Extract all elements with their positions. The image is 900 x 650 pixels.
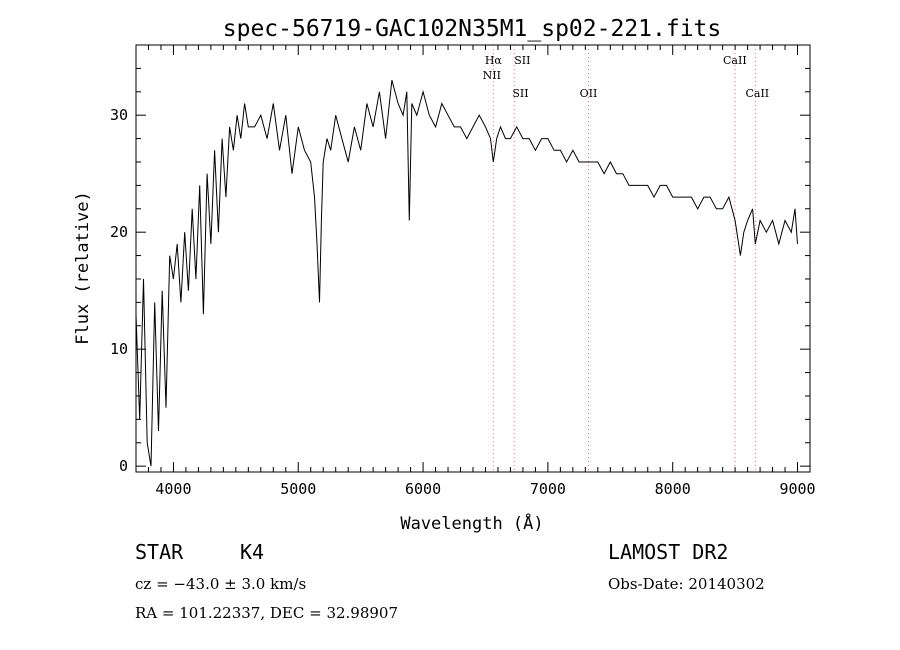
spectral-line-label: NII (483, 69, 501, 82)
x-axis-label: Wavelength (Å) (400, 512, 543, 534)
spectral-line-label: SII (512, 87, 528, 100)
x-tick-label: 8000 (655, 480, 691, 498)
x-tick-label: 5000 (280, 480, 316, 498)
spectrum-line (135, 79, 798, 467)
spectral-line-label: Hα (485, 54, 503, 67)
spectral-line-label: CaII (723, 54, 747, 67)
chart-title: spec-56719-GAC102N35M1_sp02-221.fits (223, 16, 722, 42)
x-tick-label: 7000 (530, 480, 566, 498)
survey-name: LAMOST DR2 (608, 540, 729, 564)
plot-frame (135, 44, 811, 473)
y-tick-label: 10 (110, 340, 128, 358)
y-axis-label: Flux (relative) (73, 191, 93, 345)
y-tick-label: 0 (119, 457, 128, 475)
observation-date: Obs-Date: 20140302 (608, 575, 765, 593)
spectral-line-markers (492, 45, 756, 472)
x-tick-label: 4000 (155, 480, 191, 498)
x-tick-label: 9000 (779, 480, 815, 498)
coordinates: RA = 101.22337, DEC = 32.98907 (135, 604, 399, 622)
x-tick-label: 6000 (405, 480, 441, 498)
spectral-line-label: OII (580, 87, 598, 100)
axis-ticks: 4000 5000 6000 7000 8000 9000 0 10 20 30 (110, 45, 816, 498)
object-class: STAR (135, 540, 184, 564)
spectral-line-label: CaII (745, 87, 769, 100)
spectral-line-labels: Hα NII SII SII OII CaII CaII (483, 54, 769, 100)
y-tick-label: 20 (110, 223, 128, 241)
redshift-velocity: cz = −43.0 ± 3.0 km/s (135, 575, 307, 593)
spectral-line-label: SII (514, 54, 530, 67)
object-subclass: K4 (240, 540, 265, 564)
y-tick-label: 30 (110, 106, 128, 124)
